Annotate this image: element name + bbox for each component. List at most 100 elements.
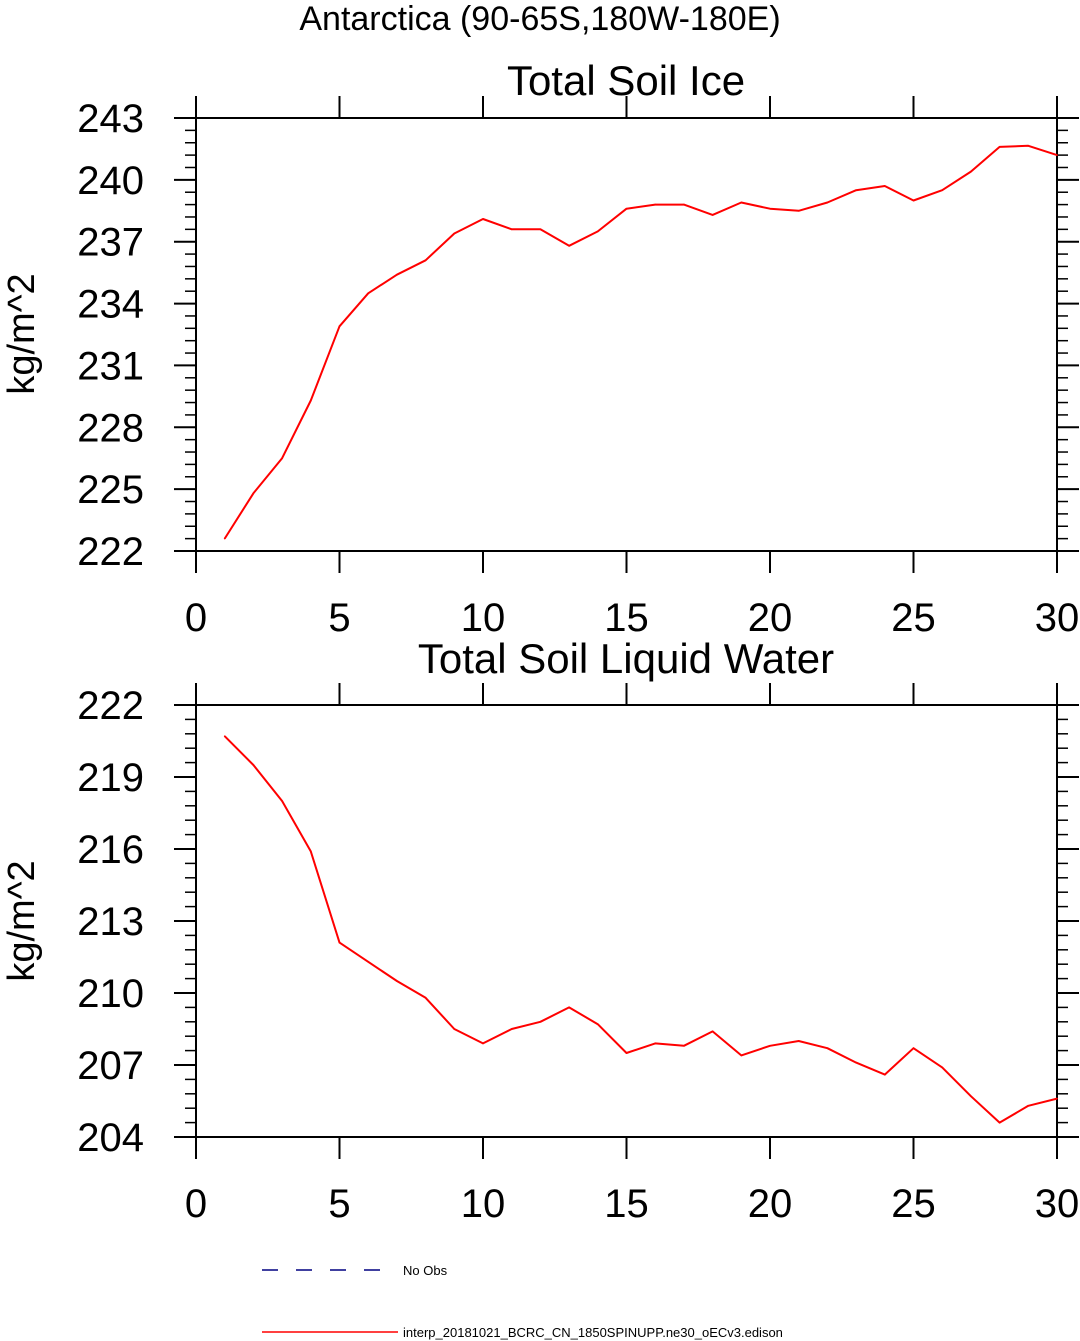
data-point <box>281 457 283 460</box>
data-point <box>884 1073 886 1076</box>
x-tick-label: 10 <box>461 596 506 640</box>
data-point <box>568 1006 570 1009</box>
legend-label-no-obs: No Obs <box>403 1263 448 1278</box>
x-tick-label: 15 <box>604 596 649 640</box>
x-tick-label: 0 <box>185 596 207 640</box>
series-line <box>223 144 1058 540</box>
y-tick-label: 231 <box>77 344 144 388</box>
data-point <box>482 1042 484 1045</box>
x-tick-label: 25 <box>891 596 936 640</box>
data-point <box>597 230 599 233</box>
data-point <box>970 1095 972 1097</box>
data-point <box>912 1047 915 1049</box>
data-point <box>1027 1105 1030 1107</box>
y-tick-label: 234 <box>77 283 144 327</box>
data-point <box>539 228 542 231</box>
data-point <box>510 1028 513 1030</box>
data-point <box>654 203 656 206</box>
y-tick-label: 243 <box>77 97 144 141</box>
y-tick-label: 207 <box>77 1044 144 1088</box>
x-tick-label: 30 <box>1035 596 1080 640</box>
data-point <box>740 201 743 204</box>
data-point <box>711 1030 714 1033</box>
data-point <box>1027 145 1030 147</box>
data-point <box>424 259 427 262</box>
data-point <box>625 1052 628 1054</box>
y-tick-label: 228 <box>77 406 144 450</box>
data-point <box>769 1045 771 1047</box>
data-point <box>252 492 255 495</box>
y-tick-label: 222 <box>77 530 144 574</box>
y-tick-label: 219 <box>77 756 144 800</box>
series-line <box>223 735 1058 1124</box>
data-point <box>683 1045 685 1047</box>
data-point <box>252 764 255 766</box>
page-title: Antarctica (90-65S,180W-180E) <box>299 0 780 38</box>
data-point <box>367 961 370 963</box>
data-point <box>884 185 886 187</box>
y-tick-label: 237 <box>77 221 144 265</box>
legend-label-model: interp_20181021_BCRC_CN_1850SPINUPP.ne30… <box>403 1325 783 1340</box>
data-point <box>797 1040 800 1042</box>
data-point <box>826 201 829 204</box>
data-point <box>941 1066 943 1069</box>
data-point <box>654 1042 656 1045</box>
data-point <box>453 1028 456 1030</box>
y-tick-label: 210 <box>77 972 144 1016</box>
data-point <box>281 800 283 802</box>
data-point <box>338 325 341 328</box>
y-tick-label: 225 <box>77 468 144 512</box>
data-point <box>970 170 972 173</box>
data-point <box>597 1023 599 1025</box>
y-tick-label: 213 <box>77 900 144 944</box>
data-point <box>510 228 513 231</box>
data-point <box>367 292 370 295</box>
data-point <box>912 199 915 202</box>
data-point <box>797 210 800 212</box>
data-point <box>223 537 226 540</box>
plot-frame <box>195 704 1058 1138</box>
x-tick-label: 5 <box>328 596 350 640</box>
x-tick-label: 30 <box>1035 1182 1080 1226</box>
data-point <box>711 214 714 216</box>
data-point <box>338 941 341 944</box>
data-point <box>998 146 1001 148</box>
x-tick-label: 0 <box>185 1182 207 1226</box>
data-point <box>424 997 427 999</box>
x-tick-label: 20 <box>748 596 793 640</box>
y-axis-label: kg/m^2 <box>1 273 43 394</box>
data-point <box>941 189 943 191</box>
data-point <box>310 850 312 853</box>
data-point <box>539 1021 542 1023</box>
data-point <box>396 980 398 982</box>
y-tick-label: 204 <box>77 1116 144 1160</box>
y-tick-label: 216 <box>77 828 144 872</box>
data-point <box>453 232 456 235</box>
legend: No Obs interp_20181021_BCRC_CN_1850SPINU… <box>262 1263 783 1340</box>
data-point <box>855 1061 857 1064</box>
data-point <box>625 207 628 210</box>
data-point <box>482 218 484 220</box>
x-tick-label: 5 <box>328 1182 350 1226</box>
data-point <box>223 735 226 737</box>
data-point <box>310 399 312 402</box>
data-point <box>1056 154 1058 156</box>
data-point <box>855 189 857 191</box>
data-point <box>740 1054 743 1057</box>
x-tick-label: 10 <box>461 1182 506 1226</box>
x-tick-label: 25 <box>891 1182 936 1226</box>
plot-frame <box>195 117 1058 552</box>
data-point <box>769 207 771 210</box>
chart-total-soil-ice: Total Soil Ice kg/m^2 0 5 10 15 20 25 30222225… <box>1 57 1079 640</box>
x-tick-label: 15 <box>604 1182 649 1226</box>
x-tick-label: 20 <box>748 1182 793 1226</box>
data-point <box>826 1047 829 1049</box>
data-point <box>568 245 570 247</box>
y-tick-label: 240 <box>77 159 144 203</box>
chart-total-soil-liquid-water: Total Soil Liquid Water kg/m^2 0 5 10 15 20 2… <box>1 635 1079 1226</box>
data-point <box>396 273 398 276</box>
chart-title: Total Soil Liquid Water <box>418 635 834 682</box>
data-point <box>998 1121 1001 1124</box>
y-tick-label: 222 <box>77 684 144 728</box>
